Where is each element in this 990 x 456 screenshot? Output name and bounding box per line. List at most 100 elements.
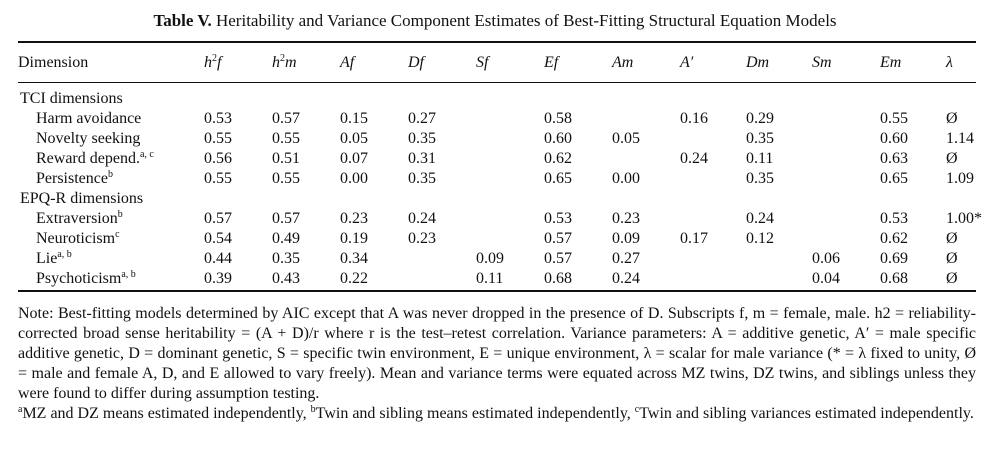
table-row: Harm avoidance 0.53 0.57 0.15 0.27 0.58 0.16 0.… [18, 109, 986, 129]
table-cell: 0.35 [746, 170, 774, 187]
col-aprime: A′ [680, 54, 694, 71]
col-dm: Dm [746, 54, 770, 71]
table-cell: 0.15 [340, 110, 368, 127]
table-cell: 0.24 [408, 210, 436, 227]
row-footnote-mark: a, c [139, 149, 154, 160]
table-title: Heritability and Variance Component Esti… [215, 11, 837, 30]
table-cell: 0.00 [340, 170, 368, 187]
table-cell: 0.19 [340, 230, 368, 247]
table-cell: Ø [946, 270, 958, 287]
table-cell [476, 169, 544, 189]
table-cell [680, 269, 746, 289]
table-cell [812, 129, 880, 149]
table-row: Novelty seeking 0.55 0.55 0.05 0.35 0.60 0.05 0… [18, 129, 986, 149]
col-sm: Sm [812, 54, 832, 71]
table-cell: 0.60 [544, 130, 572, 147]
col-dimension: Dimension [18, 54, 89, 71]
table-row: Neuroticismc 0.54 0.49 0.19 0.23 0.57 0.09 0.17… [18, 229, 986, 249]
table-cell [408, 269, 476, 289]
table-cell: 0.16 [680, 110, 708, 127]
row-label: Extraversionb [36, 209, 123, 228]
table-cell: 0.34 [340, 250, 368, 267]
table-row: Psychoticisma, b 0.39 0.43 0.22 0.11 0.68 0.24… [18, 269, 986, 289]
col-h2f: h2f [204, 53, 222, 72]
table-cell: 0.44 [204, 250, 232, 267]
table-cell [680, 129, 746, 149]
table-row: Liea, b 0.44 0.35 0.34 0.09 0.57 0.27 0.06 0.69 Ø [18, 249, 986, 269]
table-cell [812, 149, 880, 169]
table-cell: 0.54 [204, 230, 232, 247]
row-footnote-mark: b [107, 169, 113, 180]
row-footnote-mark: b [117, 209, 123, 220]
table-row: Extraversionb 0.57 0.57 0.23 0.24 0.53 0.23 0.2… [18, 209, 986, 229]
row-label: Liea, b [36, 249, 72, 268]
table-cell: 0.27 [612, 250, 640, 267]
table-cell: 0.22 [340, 270, 368, 287]
table-cell [746, 249, 812, 269]
table-cell [812, 109, 880, 129]
table-cell: 0.35 [746, 130, 774, 147]
col-h2m: h2m [272, 53, 297, 72]
row-footnote-mark: c [115, 229, 120, 240]
table-cell: 0.55 [272, 130, 300, 147]
row-label: Psychoticisma, b [36, 269, 136, 288]
table-notes: Note: Best-fitting models determined by … [18, 304, 976, 424]
table-cell: 0.53 [544, 210, 572, 227]
table-cell [408, 249, 476, 269]
table-cell: 0.11 [746, 150, 774, 167]
table-cell [612, 109, 680, 129]
table-cell: 0.00 [612, 170, 640, 187]
top-rule [18, 41, 976, 43]
table-cell: 0.09 [612, 230, 640, 247]
table-cell: 0.65 [544, 170, 572, 187]
table-cell: 0.39 [204, 270, 232, 287]
table-cell [812, 229, 880, 249]
table-caption: Table V. Heritability and Variance Compo… [0, 10, 990, 32]
table-cell: Ø [946, 230, 958, 247]
table-cell: 0.53 [880, 210, 908, 227]
table-cell: 0.57 [544, 230, 572, 247]
table-body: TCI dimensions Harm avoidance 0.53 0.57 0.15… [18, 81, 986, 289]
col-em: Em [880, 54, 902, 71]
table-cell [476, 209, 544, 229]
table-cell: 0.05 [612, 130, 640, 147]
table-cell [812, 209, 880, 229]
table-cell: 1.09 [946, 170, 974, 187]
table-cell: 0.05 [340, 130, 368, 147]
col-sf: Sf [476, 54, 489, 71]
note-main: Note: Best-fitting models determined by … [18, 304, 976, 404]
table-cell: 0.62 [880, 230, 908, 247]
col-af: Af [340, 54, 355, 71]
table-cell [680, 209, 746, 229]
table-cell [476, 129, 544, 149]
table-cell: 0.69 [880, 250, 908, 267]
table-cell: 0.51 [272, 150, 300, 167]
row-label: Neuroticismc [36, 229, 120, 248]
table-cell: 0.07 [340, 150, 368, 167]
table-cell: 0.62 [544, 150, 572, 167]
table-cell: 0.58 [544, 110, 572, 127]
table-cell: 0.35 [408, 170, 436, 187]
table-row: Reward depend.a, c 0.56 0.51 0.07 0.31 0.62 0.… [18, 149, 986, 169]
table-cell: Ø [946, 150, 958, 167]
table-cell: 0.63 [880, 150, 908, 167]
table-cell: 0.23 [612, 210, 640, 227]
table-cell: 0.57 [544, 250, 572, 267]
table-cell: 0.55 [204, 130, 232, 147]
note-main-text: Note: Best-fitting models determined by … [18, 305, 976, 402]
row-label: Persistenceb [36, 169, 113, 188]
table-cell: 0.35 [408, 130, 436, 147]
bottom-rule [18, 290, 976, 292]
table-cell: 0.53 [204, 110, 232, 127]
table-cell: 0.06 [812, 250, 840, 267]
row-footnote-mark: a, b [57, 249, 72, 260]
table-cell: 0.55 [204, 170, 232, 187]
row-label: Novelty seeking [36, 130, 141, 147]
table-cell [680, 169, 746, 189]
row-label: Reward depend.a, c [36, 149, 154, 168]
col-ef: Ef [544, 54, 559, 71]
section-title: TCI dimensions [20, 90, 123, 107]
table-cell: 0.57 [204, 210, 232, 227]
table-cell: 0.24 [680, 150, 708, 167]
table-cell [812, 169, 880, 189]
